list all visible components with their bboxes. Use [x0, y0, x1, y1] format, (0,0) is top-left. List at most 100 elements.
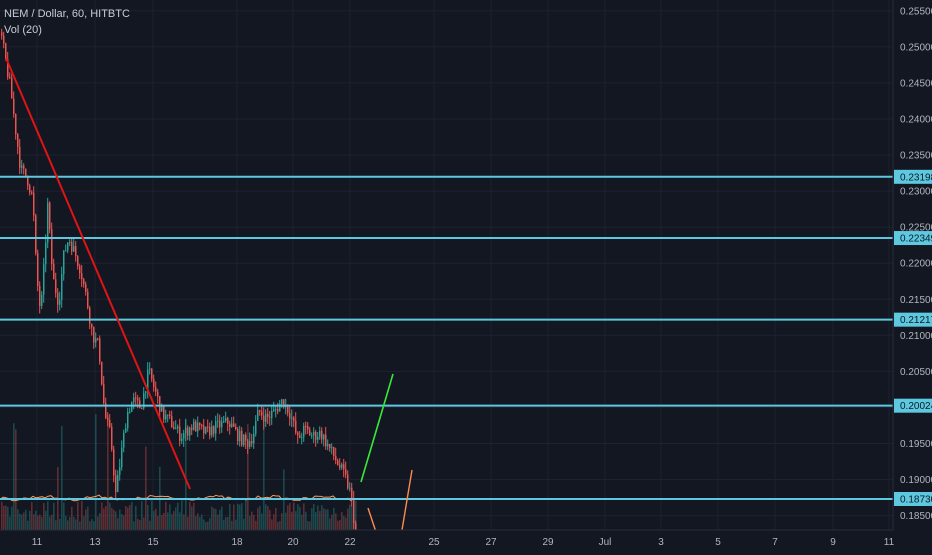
volume-bar [123, 515, 125, 530]
volume-bar [125, 506, 127, 530]
candle-body [257, 410, 259, 421]
time-tick-label: 11 [884, 537, 895, 548]
projection-down-line[interactable] [367, 507, 377, 533]
candle-body [291, 417, 293, 419]
candle-body [131, 402, 133, 412]
volume-bar [13, 423, 15, 530]
volume-bar [175, 507, 177, 530]
volume-bar [117, 518, 119, 530]
level-price-tag [894, 169, 932, 184]
candle-body [301, 437, 303, 439]
candle-body [305, 425, 307, 427]
time-tick-label: 5 [715, 537, 721, 548]
volume-bar [345, 517, 347, 530]
candle-body [3, 35, 5, 44]
candle-body [261, 411, 263, 416]
candle-body [221, 421, 223, 428]
price-axis[interactable] [893, 0, 932, 550]
candle-body [249, 441, 251, 447]
time-axis[interactable] [0, 530, 932, 550]
candle-body [31, 192, 33, 194]
candle-body [81, 273, 83, 280]
volume-bar [145, 446, 147, 530]
candle-body [187, 427, 189, 436]
candle-body [149, 368, 151, 370]
candle-body [235, 426, 237, 429]
candle-body [293, 417, 295, 421]
volume-bar [299, 506, 301, 530]
level-price-label: 0.21217 [900, 315, 932, 326]
volume-bar [279, 521, 281, 530]
projection-up-line[interactable] [360, 373, 394, 483]
candle-body [97, 338, 99, 340]
candle-body [213, 426, 215, 434]
volume-bar [39, 514, 41, 530]
candle-body [175, 428, 177, 430]
chart-legend: NEM / Dollar, 60, HITBTC Vol (20) [4, 6, 130, 38]
candle-body [159, 396, 161, 412]
volume-bar [263, 422, 265, 530]
candle-body [215, 421, 217, 434]
volume-bar [271, 519, 273, 530]
downtrend-line[interactable] [5, 57, 191, 490]
volume-bar [41, 516, 43, 530]
volume-bar [109, 502, 111, 530]
volume-bar [269, 510, 271, 530]
candle-body [195, 421, 197, 432]
candle-body [83, 279, 85, 285]
volume-bar [227, 517, 229, 530]
candle-body [197, 422, 199, 432]
candle-body [245, 434, 247, 441]
candle-body [123, 432, 125, 448]
volume-bar [139, 520, 141, 530]
candle-body [65, 250, 67, 252]
candle-body [277, 409, 279, 412]
volume-bar [33, 514, 35, 530]
volume-bar [111, 507, 113, 530]
volume-bar [193, 502, 195, 530]
projection-rebound-line[interactable] [401, 469, 413, 531]
level-price-tag [894, 231, 932, 246]
volume-bar [321, 505, 323, 530]
candle-body [145, 391, 147, 393]
candle-body [353, 498, 355, 524]
candle-body [323, 434, 325, 440]
candle-body [101, 361, 103, 385]
volume-bar [45, 510, 47, 530]
volume-bar [91, 519, 93, 530]
volume-bar [239, 504, 241, 530]
volume-bar [89, 521, 91, 530]
volume-bar [141, 501, 143, 530]
volume-bar [291, 511, 293, 530]
candle-body [275, 409, 277, 411]
volume-bar [177, 502, 179, 530]
volume-bar [51, 514, 53, 530]
candle-body [153, 379, 155, 388]
volume-bar [219, 509, 221, 530]
candle-body [177, 426, 179, 429]
volume-bar [351, 506, 353, 530]
candle-body [13, 98, 15, 114]
volume-indicator-title[interactable]: Vol (20) [4, 24, 42, 36]
candle-body [115, 475, 117, 493]
volume-bar [113, 509, 115, 530]
volume-bar [217, 514, 219, 530]
volume-bar [153, 510, 155, 530]
candle-body [103, 384, 105, 404]
volume-bar [243, 518, 245, 530]
volume-bar [341, 511, 343, 530]
symbol-title[interactable]: NEM / Dollar, 60, HITBTC [4, 8, 130, 20]
candle-body [39, 286, 41, 306]
candle-body [337, 460, 339, 465]
volume-bar [215, 508, 217, 530]
volume-bar [151, 500, 153, 530]
volume-bar [115, 511, 117, 530]
candle-body [43, 264, 45, 295]
volume-bar [259, 505, 261, 530]
volume-bar [15, 429, 17, 530]
volume-bar [55, 520, 57, 530]
